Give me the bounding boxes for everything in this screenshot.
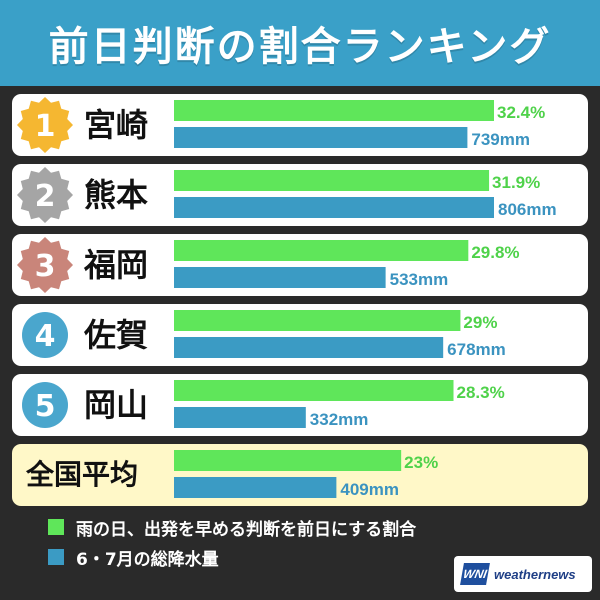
rank-number: 4 xyxy=(35,319,56,354)
label-rainfall: 332mm xyxy=(310,410,369,429)
prefecture-name: 宮崎 xyxy=(84,106,148,144)
bar-percent xyxy=(174,170,490,191)
weathernews-logo: WNI weathernews xyxy=(454,556,592,592)
label-percent: 23% xyxy=(404,453,438,472)
prefecture-name: 岡山 xyxy=(84,386,148,424)
label-rainfall: 678mm xyxy=(447,340,506,359)
logo-text: weathernews xyxy=(494,566,576,582)
legend-swatch-blue xyxy=(48,549,64,565)
prefecture-name: 熊本 xyxy=(84,176,148,214)
rank-number: 3 xyxy=(35,249,56,284)
chart-title: 前日判断の割合ランキング xyxy=(48,24,552,70)
legend: 雨の日、出発を早める判断を前日にする割合 6・7月の総降水量 xyxy=(48,512,416,572)
rank-number: 5 xyxy=(35,389,56,424)
bar-percent xyxy=(174,450,402,471)
label-percent: 28.3% xyxy=(457,383,505,402)
bar-percent xyxy=(174,310,461,331)
rank-number: 2 xyxy=(35,179,56,214)
label-rainfall: 533mm xyxy=(390,270,449,289)
rank-medal xyxy=(22,312,68,358)
bar-percent xyxy=(174,380,454,401)
label-percent: 29.8% xyxy=(471,243,519,262)
label-rainfall: 739mm xyxy=(471,130,530,149)
bar-rainfall xyxy=(174,127,468,148)
label-percent: 31.9% xyxy=(492,173,540,192)
prefecture-name: 福岡 xyxy=(83,246,148,284)
bar-percent xyxy=(174,100,494,121)
legend-item-blue: 6・7月の総降水量 xyxy=(48,542,416,572)
label-rainfall: 409mm xyxy=(340,480,399,499)
average-card xyxy=(12,444,588,506)
title-bar: 前日判断の割合ランキング xyxy=(0,0,600,86)
bar-percent xyxy=(174,240,469,261)
prefecture-name: 佐賀 xyxy=(83,316,148,354)
rank-medal xyxy=(17,97,73,153)
rank-medal xyxy=(22,382,68,428)
rank-medal xyxy=(17,167,73,223)
rank-number: 1 xyxy=(35,109,56,144)
average-name: 全国平均 xyxy=(25,458,138,491)
legend-label-blue: 6・7月の総降水量 xyxy=(76,549,219,570)
bar-rainfall xyxy=(174,337,444,358)
label-percent: 32.4% xyxy=(497,103,545,122)
legend-item-green: 雨の日、出発を早める判断を前日にする割合 xyxy=(48,512,416,542)
bar-rainfall xyxy=(174,407,306,428)
label-rainfall: 806mm xyxy=(498,200,557,219)
label-percent: 29% xyxy=(463,313,497,332)
bar-rainfall xyxy=(174,477,337,498)
legend-swatch-green xyxy=(48,519,64,535)
rank-medal xyxy=(17,237,73,293)
bar-rainfall xyxy=(174,267,386,288)
legend-label-green: 雨の日、出発を早める判断を前日にする割合 xyxy=(76,519,417,540)
logo-mark: WNI xyxy=(460,563,490,585)
bar-rainfall xyxy=(174,197,494,218)
